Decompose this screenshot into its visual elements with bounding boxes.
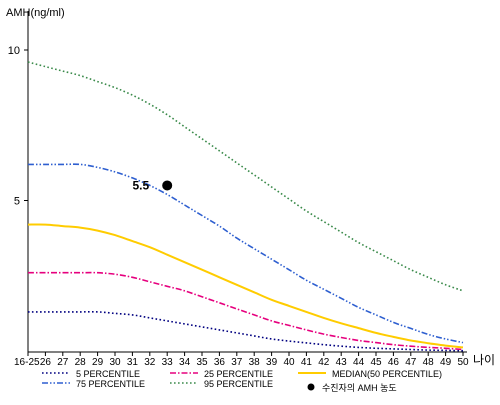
x-tick-label: 43 [336,357,348,368]
series-line [27,61,464,292]
x-axis-label: 나이 [473,353,495,367]
x-tick-label: 49 [440,357,452,368]
patient-amh-label: 5.5 [133,178,150,192]
x-tick-label: 36 [214,357,226,368]
legend-label: 95 PERCENTILE [204,379,273,389]
legend-label: MEDIAN(50 PERCENTILE) [332,369,442,379]
legend-label: 25 PERCENTILE [204,369,273,379]
x-tick-label: 44 [353,357,365,368]
x-tick-label: 45 [370,357,382,368]
x-tick-label: 27 [57,357,69,368]
legend-label: 수진자의 AMH 농도 [322,383,397,393]
series-line [27,223,464,349]
patient-amh-point [162,180,173,191]
x-tick-label: 41 [301,357,313,368]
x-tick-label: 47 [405,357,417,368]
x-tick-label: 39 [266,357,278,368]
x-tick-label: 40 [283,357,295,368]
x-tick-label: 26 [40,357,52,368]
x-tick-label: 34 [179,357,191,368]
x-tick-label: 42 [318,357,330,368]
series-line [28,271,464,351]
x-tick-label: 30 [109,357,121,368]
x-tick-label: 16-25 [14,357,40,368]
x-tick-label: 31 [127,357,139,368]
x-tick-label: 32 [144,357,156,368]
series-line [27,163,464,344]
y-tick-label: 5 [14,196,20,208]
x-tick-label: 37 [231,357,243,368]
x-tick-label: 38 [249,357,261,368]
x-tick-label: 35 [196,357,208,368]
x-tick-label: 46 [388,357,400,368]
x-tick-label: 33 [162,357,174,368]
legend-label: 5 PERCENTILE [76,369,140,379]
y-tick-label: 10 [8,45,20,57]
x-tick-label: 28 [75,357,87,368]
y-axis-label: AMH(ng/ml) [6,7,65,19]
x-tick-label: 29 [92,357,104,368]
series-line [28,310,464,352]
legend-label: 75 PERCENTILE [76,379,145,389]
x-tick-label: 50 [457,357,469,368]
legend-marker [307,383,315,391]
x-tick-label: 48 [423,357,435,368]
